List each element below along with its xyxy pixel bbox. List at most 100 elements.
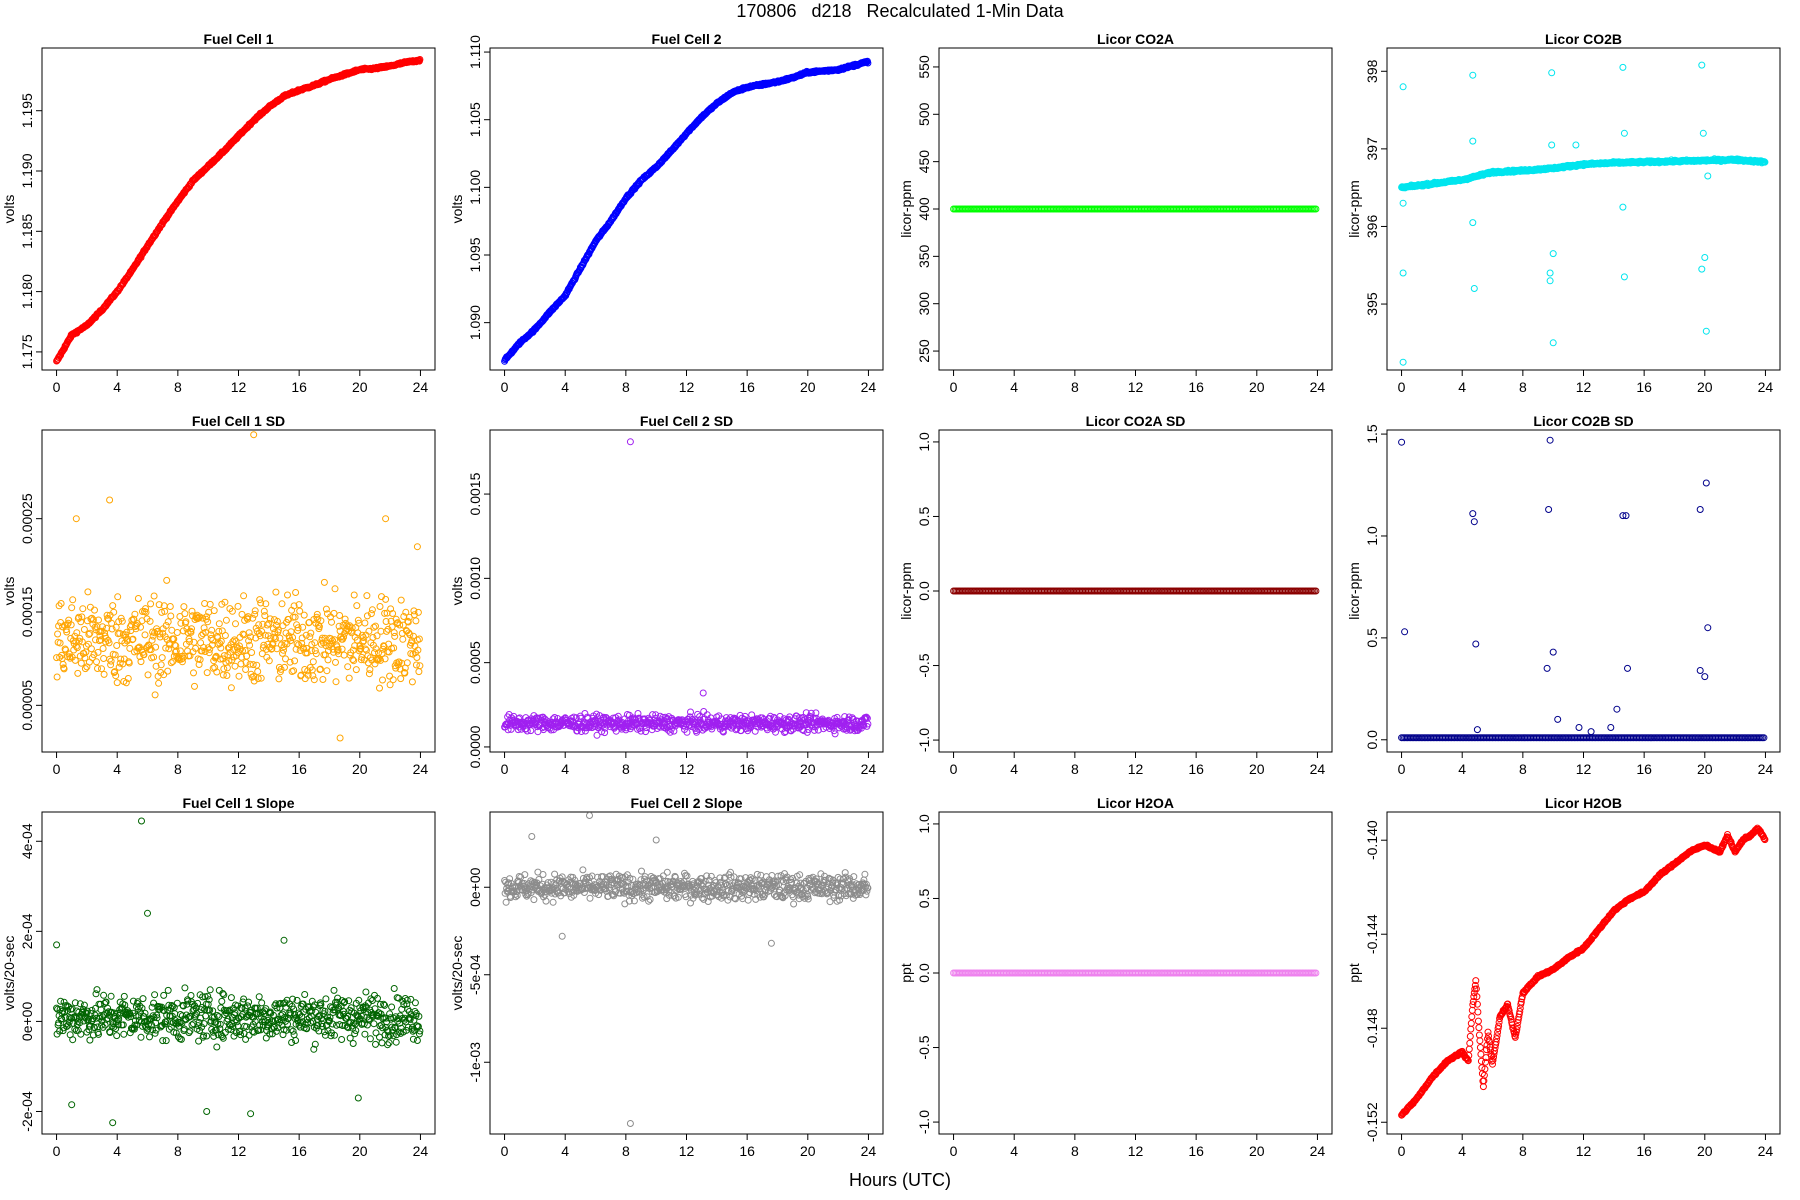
outlier-point <box>1554 715 1562 723</box>
outlier-point <box>1401 628 1409 636</box>
data-point <box>408 678 416 686</box>
data-point <box>115 663 123 671</box>
x-tick-label: 0 <box>950 379 958 395</box>
data-point <box>80 626 88 633</box>
panel-title: Fuel Cell 2 SD <box>640 413 733 429</box>
outlier-point <box>1620 129 1628 137</box>
x-tick-label: 16 <box>291 761 307 777</box>
data-point <box>86 603 94 611</box>
data-point <box>139 995 147 1003</box>
data-point <box>340 651 348 659</box>
data-point <box>227 994 235 1002</box>
data-point <box>336 612 344 619</box>
panel-title: Fuel Cell 1 <box>203 31 273 47</box>
outlier-point <box>1469 71 1477 79</box>
y-tick-label: 1.190 <box>19 153 35 188</box>
x-tick-label: 8 <box>1519 379 1527 395</box>
data-point <box>223 664 231 672</box>
x-tick-label: 16 <box>739 761 755 777</box>
y-axis-label: volts/20-sec <box>1 936 17 1011</box>
y-tick-label: 0.00025 <box>19 493 35 544</box>
data-point <box>198 632 206 639</box>
x-tick-label: 16 <box>291 1143 307 1159</box>
data-point <box>147 600 155 608</box>
data-point <box>261 612 269 620</box>
x-tick-label: 4 <box>113 379 121 395</box>
outlier-point <box>1469 219 1477 227</box>
x-tick-label: 24 <box>413 1143 429 1159</box>
data-point <box>206 986 214 994</box>
y-axis-label: volts <box>449 577 465 606</box>
outlier-point <box>1587 728 1595 736</box>
outlier-point <box>106 496 114 504</box>
data-point <box>223 672 231 679</box>
data-point <box>54 630 62 638</box>
outlier-point <box>1470 285 1478 292</box>
outlier-point <box>72 515 80 523</box>
data-point <box>412 617 420 625</box>
x-tick-label: 24 <box>861 379 877 395</box>
data-point <box>203 669 211 677</box>
data-point <box>213 1043 221 1051</box>
x-tick-label: 12 <box>679 761 695 777</box>
data-point <box>379 676 386 684</box>
data-point <box>166 603 174 610</box>
data-point <box>191 682 198 690</box>
y-tick-label: -1.0 <box>916 728 932 752</box>
data-point <box>150 653 158 661</box>
outlier-point <box>1701 673 1709 681</box>
outlier-point <box>1620 273 1628 281</box>
outlier-point <box>1613 705 1621 713</box>
data-point <box>344 663 352 671</box>
x-tick-label: 8 <box>1519 761 1527 777</box>
y-tick-label: 0e+00 <box>19 1002 35 1042</box>
panel-title: Fuel Cell 1 Slope <box>182 795 294 811</box>
data-point <box>69 1036 77 1044</box>
y-axis-label: volts <box>1 577 17 606</box>
data-point <box>240 592 248 600</box>
data-point <box>397 675 405 683</box>
data-point <box>279 622 287 630</box>
data-point <box>68 604 76 612</box>
data-point <box>120 1030 128 1038</box>
data-point <box>163 576 171 584</box>
plot-frame <box>489 429 884 753</box>
data-point <box>272 588 280 596</box>
y-tick-label: 1.195 <box>19 93 35 128</box>
outlier-point <box>1698 265 1706 273</box>
y-tick-label: 500 <box>916 102 932 126</box>
data-point <box>53 673 61 681</box>
outlier-point <box>1469 137 1477 145</box>
data-point <box>248 649 256 656</box>
y-tick-label: -0.5 <box>916 653 932 677</box>
panel-title: Fuel Cell 1 SD <box>192 413 285 429</box>
x-tick-label: 20 <box>352 1143 368 1159</box>
y-tick-label: 1.180 <box>19 274 35 309</box>
x-tick-label: 24 <box>1758 761 1774 777</box>
x-tick-label: 8 <box>622 379 630 395</box>
outlier-point <box>1702 327 1710 335</box>
data-point <box>386 672 394 680</box>
data-point <box>113 679 121 687</box>
plot-frame <box>1386 429 1781 753</box>
data-point <box>864 59 872 67</box>
data-point <box>158 654 166 662</box>
data-point <box>202 1012 210 1020</box>
x-tick-label: 20 <box>352 379 368 395</box>
x-tick-label: 8 <box>174 761 182 777</box>
x-tick-label: 4 <box>1458 761 1466 777</box>
x-tick-label: 0 <box>53 379 61 395</box>
x-tick-label: 0 <box>53 1143 61 1159</box>
outlier-point <box>1549 250 1557 258</box>
data-point <box>150 592 158 600</box>
y-tick-label: 0.00015 <box>19 586 35 637</box>
data-point <box>275 675 283 683</box>
data-point <box>253 661 261 669</box>
data-point <box>350 591 358 599</box>
data-point <box>113 1032 121 1040</box>
y-tick-label: 400 <box>916 197 932 221</box>
plot-frame <box>41 429 436 753</box>
data-point <box>73 629 81 637</box>
data-point <box>87 645 95 653</box>
